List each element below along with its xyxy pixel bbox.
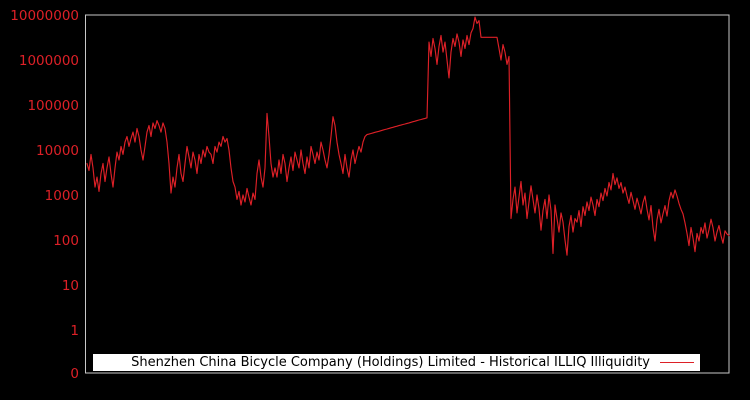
y-tick-label: 1000	[45, 188, 79, 204]
y-tick-label: 1000000	[19, 53, 79, 69]
data-line	[86, 16, 730, 256]
y-tick-label: 100000	[27, 98, 79, 114]
legend: Shenzhen China Bicycle Company (Holdings…	[93, 354, 700, 371]
legend-label: Shenzhen China Bicycle Company (Holdings…	[131, 355, 650, 370]
y-tick-label: 10	[62, 278, 79, 294]
y-tick-label: 10000000	[10, 8, 79, 24]
y-tick-label: 10000	[36, 143, 79, 159]
y-tick-label: 0	[70, 366, 79, 382]
y-tick-label: 1	[70, 323, 79, 339]
axes-box	[85, 14, 730, 374]
y-tick-label: 100	[53, 233, 79, 249]
legend-line-sample	[660, 362, 694, 363]
